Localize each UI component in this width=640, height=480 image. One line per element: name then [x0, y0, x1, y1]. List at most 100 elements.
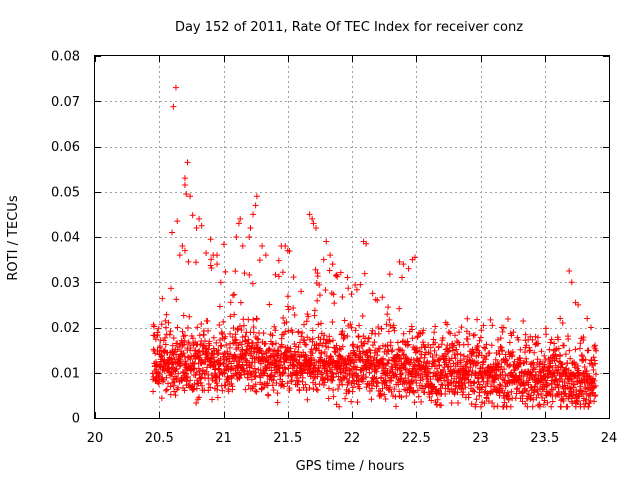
data-point	[540, 401, 547, 408]
data-point	[232, 331, 239, 338]
data-point	[453, 338, 460, 345]
data-point	[320, 256, 327, 263]
data-point	[222, 268, 229, 275]
data-point	[592, 382, 599, 389]
data-point	[497, 343, 504, 350]
data-point	[535, 391, 542, 398]
data-point	[322, 287, 329, 294]
data-point	[363, 240, 370, 247]
data-point	[329, 261, 336, 268]
data-point	[389, 346, 396, 353]
data-point	[253, 354, 260, 361]
data-point	[251, 365, 258, 372]
data-point	[233, 336, 240, 343]
data-point	[393, 373, 400, 380]
data-point	[400, 330, 407, 337]
data-point	[274, 390, 281, 397]
data-point	[345, 285, 352, 292]
data-point	[419, 385, 426, 392]
data-point	[508, 332, 515, 339]
data-point	[444, 363, 451, 370]
data-point	[464, 335, 471, 342]
data-point	[591, 398, 598, 405]
data-point	[264, 382, 271, 389]
data-point	[349, 342, 356, 349]
data-point	[526, 347, 533, 354]
data-point	[176, 252, 183, 259]
data-point	[320, 336, 327, 343]
data-point	[316, 281, 323, 288]
data-point	[308, 346, 315, 353]
data-point	[467, 364, 474, 371]
data-point	[272, 327, 279, 334]
data-point	[180, 333, 187, 340]
data-point	[453, 346, 460, 353]
data-point	[199, 367, 206, 374]
data-point	[239, 334, 246, 341]
data-point	[207, 384, 214, 391]
data-point	[415, 370, 422, 377]
data-points	[149, 84, 599, 410]
data-point	[188, 353, 195, 360]
data-point	[284, 380, 291, 387]
data-point	[477, 403, 484, 410]
data-point	[528, 360, 535, 367]
data-point	[560, 342, 567, 349]
data-point	[162, 317, 169, 324]
y-tick-label: 0.02	[51, 321, 80, 336]
data-point	[352, 327, 359, 334]
data-point	[333, 342, 340, 349]
data-point	[236, 375, 243, 382]
data-point	[433, 352, 440, 359]
data-point	[391, 327, 398, 334]
data-point	[241, 270, 248, 277]
data-point	[492, 356, 499, 363]
data-point	[458, 385, 465, 392]
x-tick-label: 23.5	[530, 431, 559, 446]
data-point	[329, 318, 336, 325]
data-point	[523, 358, 530, 365]
data-point	[210, 334, 217, 341]
data-point	[272, 271, 279, 278]
data-point	[551, 340, 558, 347]
data-point	[213, 380, 220, 387]
data-point	[534, 388, 541, 395]
data-point	[181, 387, 188, 394]
data-point	[462, 361, 469, 368]
data-point	[157, 363, 164, 370]
data-point	[516, 372, 523, 379]
grid	[95, 56, 609, 418]
data-point	[369, 342, 376, 349]
data-point	[172, 392, 179, 399]
data-point	[382, 395, 389, 402]
y-tick-label: 0	[72, 412, 80, 427]
data-point	[181, 181, 188, 188]
data-point	[575, 301, 582, 308]
data-point	[326, 267, 333, 274]
data-point	[181, 332, 188, 339]
data-point	[338, 377, 345, 384]
data-point	[462, 384, 469, 391]
data-point	[483, 341, 490, 348]
data-point	[158, 352, 165, 359]
data-point	[330, 374, 337, 381]
data-point	[508, 388, 515, 395]
data-point	[428, 397, 435, 404]
data-point	[210, 252, 217, 259]
data-point	[205, 327, 212, 334]
data-point	[566, 347, 573, 354]
data-point	[523, 387, 530, 394]
data-point	[473, 316, 480, 323]
data-point	[275, 348, 282, 355]
data-point	[280, 314, 287, 321]
data-point	[557, 375, 564, 382]
data-point	[463, 328, 470, 335]
chart-title: Day 152 of 2011, Rate Of TEC Index for r…	[175, 20, 523, 35]
data-point	[577, 383, 584, 390]
data-point	[554, 381, 561, 388]
data-point	[158, 395, 165, 402]
data-point	[455, 400, 462, 407]
data-point	[584, 315, 591, 322]
data-point	[305, 313, 312, 320]
data-point	[229, 383, 236, 390]
